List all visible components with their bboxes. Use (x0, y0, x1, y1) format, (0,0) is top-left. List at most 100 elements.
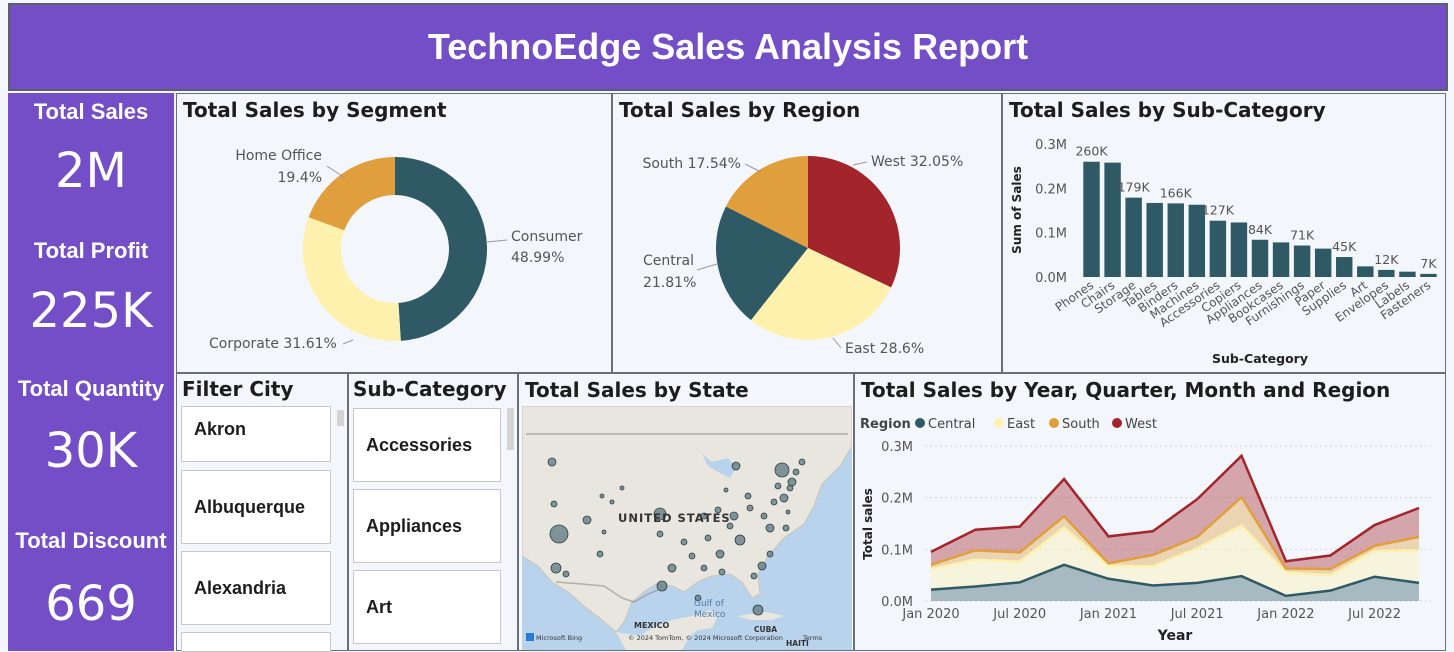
donut-slice-corporate (303, 217, 401, 341)
bar-tables (1146, 202, 1163, 277)
map-land (522, 406, 852, 633)
x-axis-title: Year (1157, 628, 1193, 644)
state-bubble (550, 500, 558, 508)
line-south (930, 495, 1420, 571)
area-chart[interactable]: Region Central East South West 0.0M 0.1M 0.2M 0.… (855, 374, 1447, 652)
state-bubble (667, 563, 677, 573)
donut-percent-label: 19.4% (278, 170, 322, 186)
city-option-next[interactable] (181, 632, 331, 652)
bar-phones (1083, 161, 1100, 277)
pie-data-label: East 28.6% (845, 341, 924, 357)
kpi-total-sales-value: 2M (55, 143, 127, 199)
y-tick-label: 0.1M (881, 543, 913, 558)
y-tick-label: 0.3M (881, 440, 913, 455)
leader-line (696, 263, 718, 271)
subcategory-option-label: Art (366, 596, 392, 617)
subcategory-option-label: Accessories (366, 434, 473, 455)
subcategory-option-art[interactable]: Art (353, 570, 501, 644)
pie-slice-south (725, 156, 808, 248)
state-bubble (619, 485, 625, 491)
state-bubble (550, 562, 562, 574)
pie-data-label: West 32.05% (871, 154, 963, 170)
subcategory-scrollbar[interactable] (507, 408, 514, 450)
bar-bookcases (1272, 242, 1290, 277)
bar-chairs (1104, 162, 1121, 277)
legend-marker-east (994, 418, 1004, 428)
region-chart-panel[interactable]: Total Sales by Region West 32.05% East 28… (612, 93, 1002, 373)
y-axis-title: Total sales (861, 488, 875, 560)
pie-percent-label: 21.81% (643, 275, 696, 291)
state-bubble (757, 561, 767, 571)
state-bubble (596, 550, 604, 558)
state-bubble (688, 552, 696, 560)
subcategory-chart-panel[interactable]: Total Sales by Sub-Category 0.0M 0.1M 0.2M… (1002, 93, 1446, 373)
x-tick-label: Jul 2022 (1347, 607, 1401, 622)
bar-data-label: 127K (1202, 203, 1235, 218)
state-bubble (549, 524, 569, 544)
bar-data-label: 166K (1160, 185, 1193, 200)
donut-slice-consumer (395, 157, 488, 341)
segment-chart-title: Total Sales by Segment (183, 98, 447, 122)
bar-fasteners (1420, 273, 1437, 277)
state-bubble (680, 538, 688, 546)
x-tick-label: Jul 2020 (992, 607, 1046, 622)
subcategory-option-appliances[interactable]: Appliances (353, 489, 501, 563)
state-bubble (746, 504, 754, 512)
y-tick-label: 0.0M (1035, 271, 1067, 286)
legend-label-south: South (1062, 417, 1100, 432)
y-tick-label: 0.3M (1035, 138, 1067, 153)
y-axis-title: Sum of Sales (1010, 166, 1024, 254)
city-option-alexandria[interactable]: Alexandria (181, 551, 331, 625)
map-great-lakes (702, 454, 736, 478)
map-label-gulf: Gulf of (694, 599, 725, 609)
bar-accessories (1209, 220, 1227, 277)
line-east (930, 524, 1420, 577)
state-bubble (609, 499, 615, 505)
segment-chart-panel[interactable]: Total Sales by Segment Consumer 48.99% Cor… (176, 93, 612, 373)
bar-data-label: 179K (1118, 180, 1151, 195)
bar-data-label: 45K (1332, 239, 1357, 254)
state-map-panel[interactable]: Total Sales by State UNITED STATES Gulf … (518, 373, 854, 651)
x-tick-label: Jan 2020 (901, 607, 959, 622)
leader-line (832, 337, 842, 349)
bar-appliances (1251, 239, 1269, 277)
pie-slice-central (716, 206, 808, 321)
segment-donut-chart[interactable]: Consumer 48.99% Corporate 31.61% Home Offic… (177, 94, 613, 374)
area-chart-title: Total Sales by Year, Quarter, Month and … (861, 378, 1391, 402)
city-option-albuquerque[interactable]: Albuquerque (181, 470, 331, 544)
kpi-total-profit-label: Total Profit (33, 238, 149, 263)
area-east (931, 525, 1419, 596)
map-label-cuba: CUBA (754, 625, 777, 634)
filter-city-slicer: Filter City Akron Albuquerque Alexandria (176, 373, 348, 652)
subcategory-option-accessories[interactable]: Accessories (353, 408, 501, 482)
map-terms-link[interactable]: Terms (802, 634, 823, 642)
region-pie-chart[interactable]: West 32.05% East 28.6% Central 21.81% South … (613, 94, 1003, 374)
map-attribution: © 2024 TomTom, © 2024 Microsoft Corporat… (628, 634, 783, 642)
bar-machines (1188, 204, 1206, 277)
state-bubble (729, 511, 739, 521)
bar-paper (1314, 248, 1332, 277)
leader-line (852, 161, 868, 166)
city-scrollbar[interactable] (337, 410, 344, 426)
map-logo: Microsoft Bing (536, 634, 582, 642)
state-bubble (715, 549, 725, 559)
kpi-total-quantity-label: Total Quantity (17, 376, 165, 401)
city-option-akron[interactable]: Akron (181, 406, 331, 462)
legend-label-central: Central (928, 417, 975, 432)
state-map[interactable]: UNITED STATES Gulf of Mexico MEXICO CUBA… (522, 406, 852, 650)
state-bubble (700, 512, 708, 520)
bar-storage (1125, 197, 1142, 277)
line-west (930, 453, 1420, 563)
state-map-title: Total Sales by State (525, 378, 749, 402)
kpi-total-quantity-value: 30K (44, 423, 138, 479)
area-chart-panel[interactable]: Total Sales by Year, Quarter, Month and … (854, 373, 1446, 651)
subcategory-slicer-title: Sub-Category (353, 377, 507, 401)
report-title: TechnoEdge Sales Analysis Report (427, 26, 1029, 67)
legend-marker-central (915, 418, 925, 428)
city-option-label: Alexandria (194, 577, 287, 598)
legend-label-east: East (1007, 417, 1035, 432)
state-bubble (562, 570, 570, 578)
donut-slice-home-office (308, 157, 395, 231)
kpi-panel: Total Sales 2M Total Profit 225K Total Q… (8, 93, 174, 651)
